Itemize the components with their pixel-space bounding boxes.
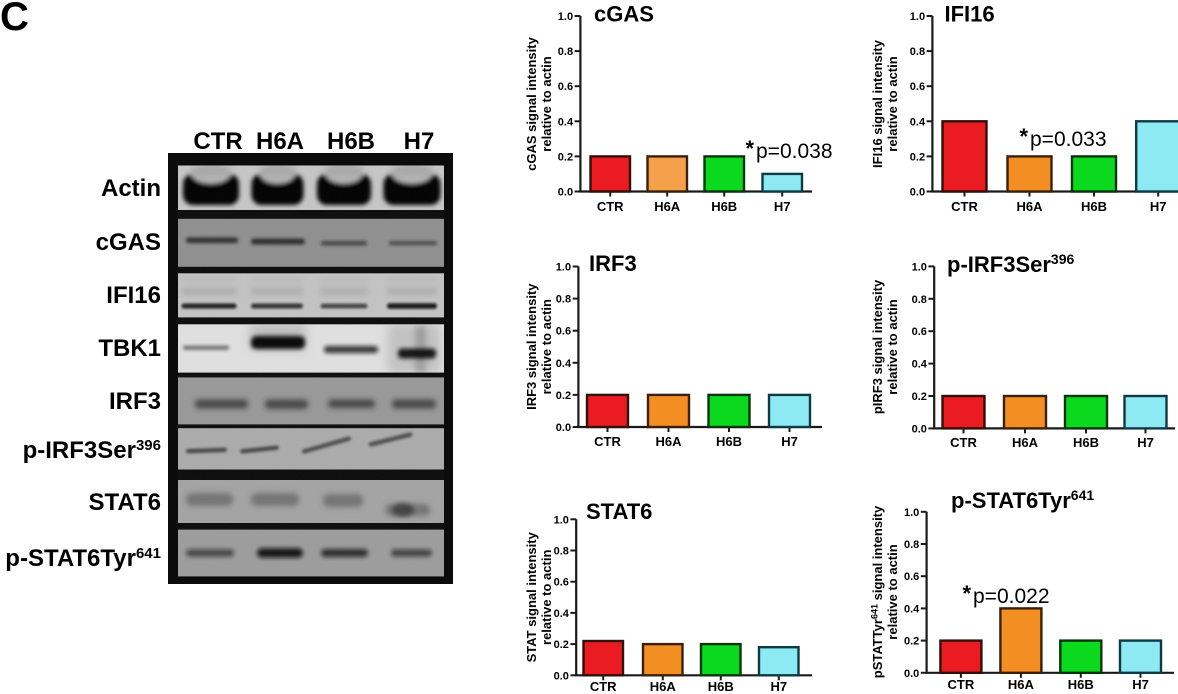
svg-text:relative to actin: relative to actin [885,56,900,151]
svg-text:p-IRF3Ser396: p-IRF3Ser396 [23,437,161,464]
svg-text:0.4: 0.4 [910,116,926,128]
svg-text:CTR: CTR [951,199,978,214]
svg-text:H6A: H6A [650,679,677,694]
svg-text:H7: H7 [774,199,791,214]
svg-text:IRF3 signal intensity: IRF3 signal intensity [524,283,539,410]
svg-text:STAT6: STAT6 [89,489,161,516]
svg-text:H6B: H6B [708,679,734,694]
svg-text:CTR: CTR [597,199,624,214]
svg-text:TBK1: TBK1 [98,335,161,362]
svg-text:p=0.038: p=0.038 [756,140,833,163]
svg-text:H6B: H6B [716,434,742,449]
svg-text:H7: H7 [1132,677,1149,692]
svg-text:H7: H7 [1137,435,1154,450]
svg-text:0.6: 0.6 [558,81,573,93]
svg-text:0.0: 0.0 [910,187,925,199]
svg-text:IFI16: IFI16 [106,282,161,309]
svg-text:H6B: H6B [1073,435,1099,450]
svg-text:H6A: H6A [654,199,681,214]
svg-text:p=0.033: p=0.033 [1030,128,1107,151]
svg-text:1.0: 1.0 [904,507,919,519]
svg-text:0.4: 0.4 [558,116,574,128]
svg-text:IFI16: IFI16 [945,2,995,27]
svg-text:0.6: 0.6 [912,326,927,338]
svg-text:p-IRF3Ser396: p-IRF3Ser396 [947,251,1074,277]
svg-text:0.6: 0.6 [556,326,571,338]
svg-text:CTR: CTR [193,128,242,155]
svg-text:CTR: CTR [950,435,977,450]
svg-text:H6A: H6A [655,434,682,449]
svg-text:0.0: 0.0 [912,423,927,435]
svg-text:STAT signal intensity: STAT signal intensity [524,531,539,662]
svg-text:H6B: H6B [1068,677,1094,692]
svg-text:0.0: 0.0 [554,670,569,682]
svg-text:0.4: 0.4 [556,358,572,370]
svg-text:0.2: 0.2 [554,639,569,651]
svg-text:1.0: 1.0 [554,514,569,526]
svg-text:0.6: 0.6 [554,577,569,589]
svg-text:relative to actin: relative to actin [539,299,554,394]
svg-text:C: C [0,0,29,39]
svg-text:H6A: H6A [1016,199,1043,214]
svg-text:0.2: 0.2 [912,391,927,403]
svg-text:H7: H7 [404,128,435,155]
svg-text:p=0.022: p=0.022 [973,585,1050,608]
svg-text:H7: H7 [1150,199,1167,214]
svg-text:0.8: 0.8 [904,539,919,551]
svg-text:0.8: 0.8 [910,46,925,58]
svg-text:1.0: 1.0 [910,11,925,23]
svg-text:0.8: 0.8 [912,294,927,306]
svg-text:cGAS signal intensity: cGAS signal intensity [524,36,539,170]
svg-text:CTR: CTR [590,679,617,694]
svg-text:cGAS: cGAS [96,229,161,256]
svg-text:0.2: 0.2 [904,636,919,648]
svg-text:0.0: 0.0 [556,422,571,434]
svg-text:H6A: H6A [1012,435,1039,450]
svg-text:H6A: H6A [256,128,304,155]
svg-text:0.4: 0.4 [912,359,928,371]
svg-text:0.0: 0.0 [558,187,573,199]
svg-text:H6A: H6A [1008,677,1035,692]
svg-text:IRF3: IRF3 [109,388,161,415]
svg-text:relative to actin: relative to actin [885,544,900,639]
svg-text:0.8: 0.8 [554,546,569,558]
svg-text:*: * [746,136,755,161]
svg-text:Actin: Actin [101,175,161,202]
svg-text:0.8: 0.8 [558,46,573,58]
svg-text:p-STAT6Tyr641: p-STAT6Tyr641 [5,545,161,572]
svg-text:0.4: 0.4 [904,603,920,615]
svg-text:0.8: 0.8 [556,294,571,306]
svg-text:H7: H7 [770,679,787,694]
svg-text:pSTATTyr641 signal intensity: pSTATTyr641 signal intensity [870,505,886,678]
svg-text:IRF3: IRF3 [589,251,637,276]
svg-text:0.2: 0.2 [558,151,573,163]
svg-text:cGAS: cGAS [594,2,654,27]
svg-text:STAT6: STAT6 [586,499,652,524]
svg-text:0.6: 0.6 [910,81,925,93]
svg-text:1.0: 1.0 [556,262,571,274]
svg-text:0.6: 0.6 [904,571,919,583]
svg-text:relative to actin: relative to actin [539,550,554,645]
svg-text:CTR: CTR [594,434,621,449]
svg-text:H6B: H6B [711,199,737,214]
svg-text:0.4: 0.4 [554,608,570,620]
svg-text:H7: H7 [781,434,798,449]
svg-text:CTR: CTR [948,677,975,692]
svg-text:H6B: H6B [327,128,375,155]
svg-text:H6B: H6B [1081,199,1107,214]
svg-text:IFI16 signal intensity: IFI16 signal intensity [870,39,885,168]
svg-text:1.0: 1.0 [558,11,573,23]
svg-text:*: * [963,581,972,606]
svg-text:*: * [1020,124,1029,149]
svg-text:p-STAT6Tyr641: p-STAT6Tyr641 [951,487,1094,513]
svg-text:relative to actin: relative to actin [539,56,554,151]
svg-text:1.0: 1.0 [912,261,927,273]
svg-text:0.2: 0.2 [910,151,925,163]
svg-text:0.0: 0.0 [904,668,919,680]
svg-text:relative to actin: relative to actin [885,299,900,394]
svg-text:0.2: 0.2 [556,390,571,402]
svg-text:pIRF3 signal intensity: pIRF3 signal intensity [870,279,885,414]
